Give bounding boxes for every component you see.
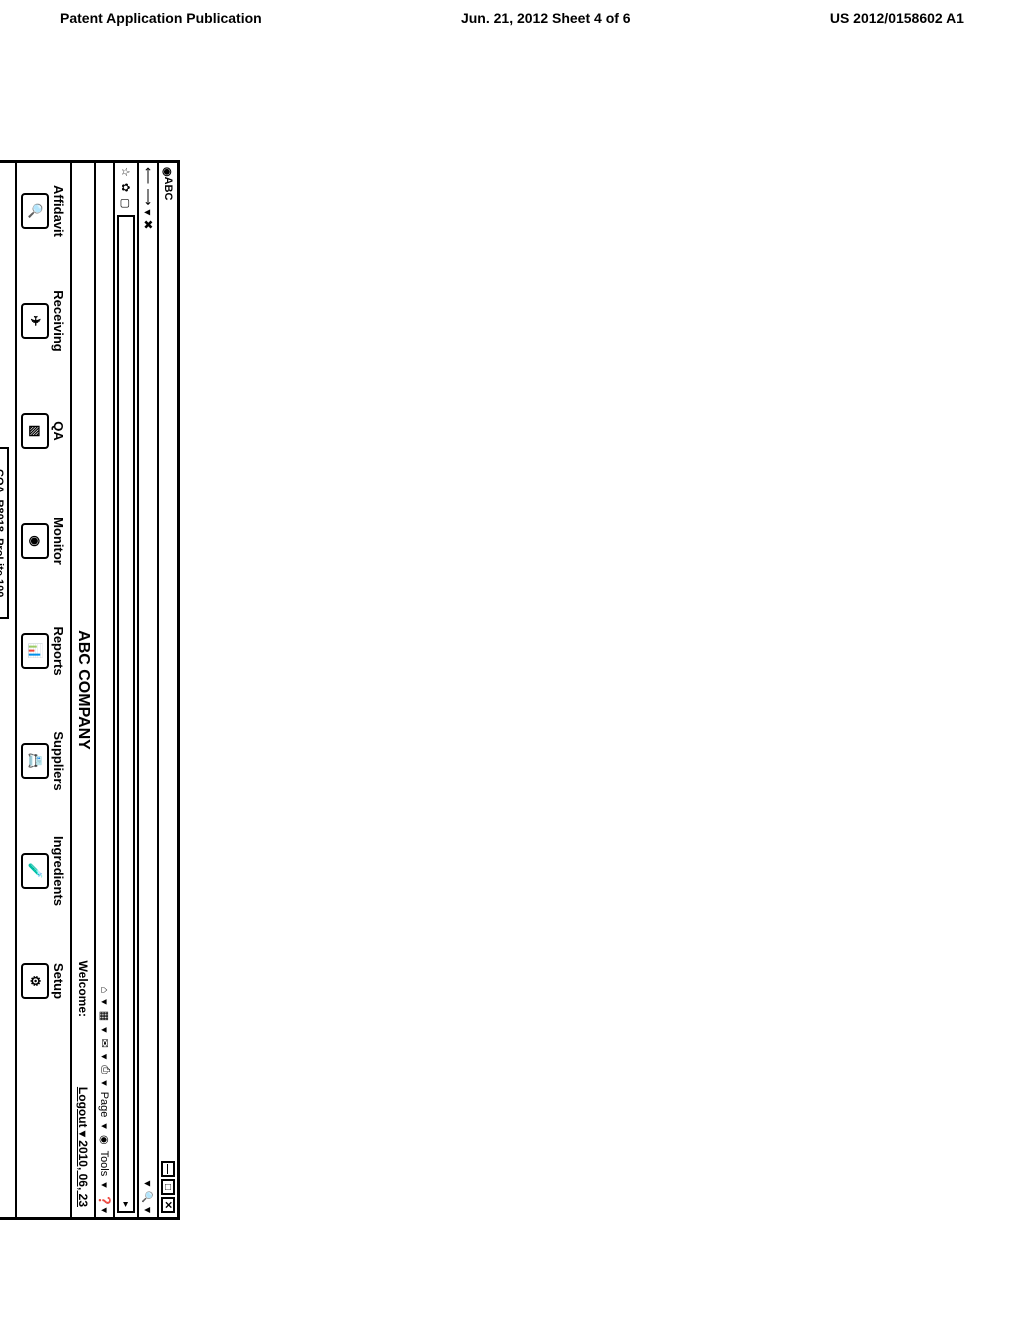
page-header: Patent Application Publication Jun. 21, … xyxy=(0,0,1024,36)
address-input[interactable]: ▸ xyxy=(117,215,135,1214)
dropdown-icon[interactable]: ▾ xyxy=(141,209,155,215)
monitor-icon: ◉ xyxy=(21,523,49,559)
coa-title: COA_R8018_ProLite 100 xyxy=(0,447,9,619)
logout-link[interactable]: Logout xyxy=(76,1087,90,1128)
minimize-button[interactable]: — xyxy=(161,1161,175,1177)
content-area: COA_R8018_ProLite 100 R8018_ProLite 100_… xyxy=(0,163,15,1217)
fav-icon[interactable]: ☆ xyxy=(120,167,133,177)
stop-icon[interactable]: ✖ xyxy=(141,219,155,229)
tab-label: Affidavit xyxy=(51,171,66,251)
fav2-icon[interactable]: ✿ xyxy=(120,183,133,192)
main-nav: Affidavit 🔍 Receiving ✈ QA ▧ Monitor ◉ R… xyxy=(15,163,70,1217)
tab-label: Monitor xyxy=(51,501,66,581)
safety-icon[interactable]: ◉ xyxy=(98,1135,111,1145)
tab-ingredients[interactable]: Ingredients 🧪 xyxy=(21,831,66,911)
print-icon[interactable]: ⎙ xyxy=(98,1065,111,1074)
tab-monitor[interactable]: Monitor ◉ xyxy=(21,501,66,581)
tab-icon[interactable]: ▢ xyxy=(120,198,133,208)
close-button[interactable]: ✕ xyxy=(161,1197,175,1213)
tab-label: Suppliers xyxy=(51,721,66,801)
tools-menu[interactable]: Tools xyxy=(99,1151,111,1177)
qa-icon: ▧ xyxy=(21,413,49,449)
plane-icon: ✈ xyxy=(21,303,49,339)
page-menu[interactable]: Page xyxy=(99,1092,111,1118)
back-button[interactable]: ⟵ xyxy=(141,167,155,184)
tab-suppliers[interactable]: Suppliers 📇 xyxy=(21,721,66,801)
magnifier-icon: 🔍 xyxy=(21,193,49,229)
setup-icon: ⚙ xyxy=(21,963,49,999)
header-right: US 2012/0158602 A1 xyxy=(830,10,964,26)
tab-reports[interactable]: Reports 📊 xyxy=(21,611,66,691)
tab-label: Setup xyxy=(51,941,66,1021)
address-bar: ☆ ✿ ▢ ▸ xyxy=(113,163,137,1217)
reports-icon: 📊 xyxy=(21,633,49,669)
maximize-button[interactable]: □ xyxy=(161,1179,175,1195)
tab-label: QA xyxy=(51,391,66,471)
feed-icon[interactable]: ▦ xyxy=(98,1011,111,1021)
tab-affidavit[interactable]: Affidavit 🔍 xyxy=(21,171,66,251)
search-dropdown-icon[interactable]: ▾ xyxy=(141,1180,155,1186)
ingredients-icon: 🧪 xyxy=(21,853,49,889)
search-dd[interactable]: ▾ xyxy=(141,1207,155,1213)
browser-toolbar: ⌂▾ ▦▾ ✉▾ ⎙▾ Page ▾ ◉ Tools ▾ ❓▾ xyxy=(94,163,113,1217)
addr-dd-icon[interactable]: ▸ xyxy=(121,1202,132,1207)
header-center: Jun. 21, 2012 Sheet 4 of 6 xyxy=(461,10,631,26)
titlebar: ◉ ABC — □ ✕ xyxy=(157,163,177,1217)
help-icon[interactable]: ❓▾ xyxy=(98,1194,111,1213)
welcome-label: Welcome: xyxy=(76,961,90,1017)
suppliers-icon: 📇 xyxy=(21,743,49,779)
search-icon[interactable] xyxy=(141,1191,155,1203)
forward-button[interactable]: ⟶ xyxy=(141,188,155,205)
tab-qa[interactable]: QA ▧ xyxy=(21,391,66,471)
browser-window: ◉ ABC — □ ✕ ⟵ ⟶ ▾ ✖ ▾ ▾ ☆ ✿ ▢ ▸ xyxy=(0,160,180,1220)
tab-receiving[interactable]: Receiving ✈ xyxy=(21,281,66,361)
favicon-icon: ◉ xyxy=(162,167,175,177)
mail-icon[interactable]: ✉ xyxy=(98,1039,111,1048)
home-icon[interactable]: ⌂ xyxy=(99,987,111,994)
company-name: ABC COMPANY xyxy=(75,630,92,750)
window-title: ABC xyxy=(162,177,174,201)
date-text: ▾ 2010, 06, 23 xyxy=(76,1131,90,1207)
nav-bar: ⟵ ⟶ ▾ ✖ ▾ ▾ xyxy=(137,163,157,1217)
tab-setup[interactable]: Setup ⚙ xyxy=(21,941,66,1021)
header-left: Patent Application Publication xyxy=(60,10,262,26)
tab-label: Ingredients xyxy=(51,831,66,911)
tab-label: Reports xyxy=(51,611,66,691)
tab-label: Receiving xyxy=(51,281,66,361)
figure: ◉ ABC — □ ✕ ⟵ ⟶ ▾ ✖ ▾ ▾ ☆ ✿ ▢ ▸ xyxy=(0,160,180,1220)
company-header: ABC COMPANY Welcome: Logout ▾ 2010, 06, … xyxy=(70,163,94,1217)
